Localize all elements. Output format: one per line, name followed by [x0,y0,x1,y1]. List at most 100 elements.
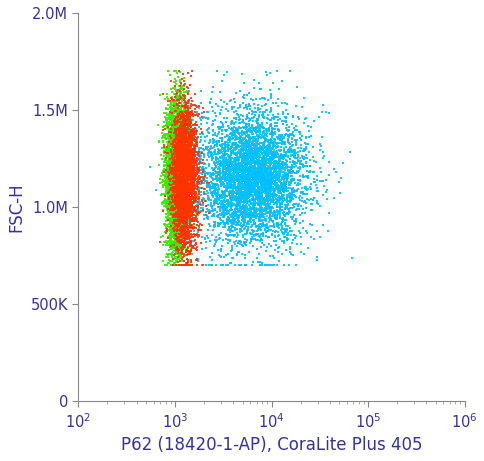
Point [177,112,185,119]
Point [170,153,178,160]
Point [241,162,248,170]
Point [182,148,189,155]
Point [250,179,257,186]
Point [180,105,187,112]
Point [179,127,187,135]
Point [169,174,177,182]
Point [181,235,189,242]
Point [302,154,309,161]
Point [223,208,230,216]
Point [171,148,179,155]
Point [296,158,304,165]
Point [171,146,179,154]
Point [162,214,169,221]
Point [174,198,182,206]
Point [190,111,198,118]
Point [182,153,189,160]
Point [171,195,179,203]
Point [166,112,174,119]
Point [237,128,245,135]
Point [174,218,182,225]
Point [169,135,177,142]
Point [231,144,239,152]
Point [177,221,185,229]
Point [177,102,184,109]
Point [178,166,185,174]
Point [168,205,176,213]
Point [186,158,194,165]
Point [178,184,185,192]
Point [171,183,179,190]
Point [174,110,182,117]
Point [246,198,254,206]
Point [214,150,222,158]
Point [216,199,224,206]
Point [241,251,248,259]
Point [181,138,188,145]
Point [224,236,231,244]
Point [176,160,184,168]
Point [171,83,179,90]
Point [220,168,227,175]
Point [177,144,184,151]
Point [182,99,190,106]
Point [166,138,173,146]
Point [250,142,258,149]
Point [174,187,182,195]
Point [212,193,220,200]
Point [172,170,180,177]
Point [243,173,251,180]
Point [173,219,181,226]
Point [217,123,225,130]
Point [206,201,214,208]
Point [172,89,180,97]
Point [263,106,271,114]
Point [174,199,182,206]
Point [180,204,187,211]
Point [173,101,181,108]
Point [280,209,287,216]
Point [216,220,224,228]
Point [244,142,252,149]
Point [194,232,202,240]
Point [171,222,179,230]
Point [167,160,175,167]
Point [188,153,196,160]
Point [171,141,179,148]
Point [232,158,240,165]
Point [169,225,177,232]
Point [178,236,185,243]
Point [213,130,221,138]
Point [262,151,270,158]
Point [193,108,201,116]
Point [271,208,278,215]
Point [175,215,183,222]
Point [254,189,261,196]
Point [269,160,277,168]
Point [287,198,294,205]
Point [181,196,188,204]
Point [257,183,264,190]
Point [184,97,192,104]
Point [271,246,278,254]
Point [282,151,289,159]
Point [270,186,278,193]
Point [174,135,182,142]
Point [174,173,182,181]
Point [232,168,240,176]
Point [197,129,205,136]
Point [270,168,278,176]
Point [187,151,195,158]
Point [169,177,177,184]
Point [265,187,273,195]
Point [166,226,174,234]
Point [284,167,292,175]
Point [174,112,182,119]
Point [177,187,184,194]
Point [172,135,180,142]
Point [168,174,176,182]
Point [169,146,177,154]
Point [217,193,225,201]
Point [245,150,253,158]
Point [233,163,241,171]
